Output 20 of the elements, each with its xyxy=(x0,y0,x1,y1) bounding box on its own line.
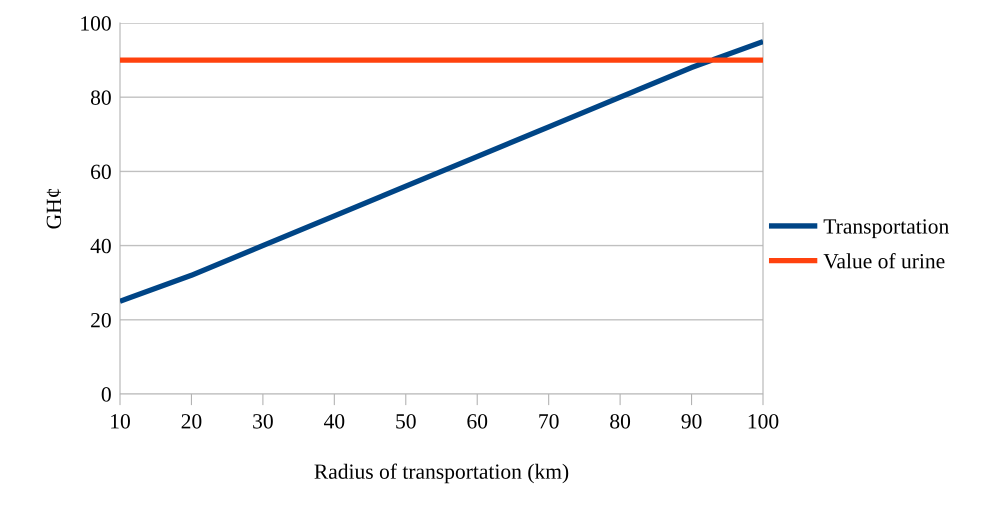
x-tick-label: 50 xyxy=(396,414,416,429)
y-tick-label: 60 xyxy=(91,164,111,180)
y-tick-label: 80 xyxy=(90,90,111,105)
x-axis-title: Radius of transportation (km) xyxy=(314,464,568,484)
x-tick-label: 100 xyxy=(748,414,778,429)
y-tick-label: 40 xyxy=(90,238,111,254)
x-tick-label: 60 xyxy=(467,414,488,429)
legend-label: Transportation xyxy=(824,219,949,238)
x-tick-label: 40 xyxy=(324,414,344,429)
y-tick-label: 100 xyxy=(81,16,111,31)
x-tick-label: 70 xyxy=(539,414,559,429)
y-axis-title: GH¢ xyxy=(46,188,62,229)
x-tick-label: 90 xyxy=(681,414,702,429)
x-tick-label: 10 xyxy=(111,414,130,429)
x-tick-label: 30 xyxy=(253,414,273,429)
y-tick-label: 0 xyxy=(102,387,111,402)
x-tick-label: 80 xyxy=(610,414,630,429)
x-tick-label: 20 xyxy=(182,414,202,429)
legend-label: Value of urine xyxy=(824,253,944,269)
y-tick-label: 20 xyxy=(91,312,111,328)
